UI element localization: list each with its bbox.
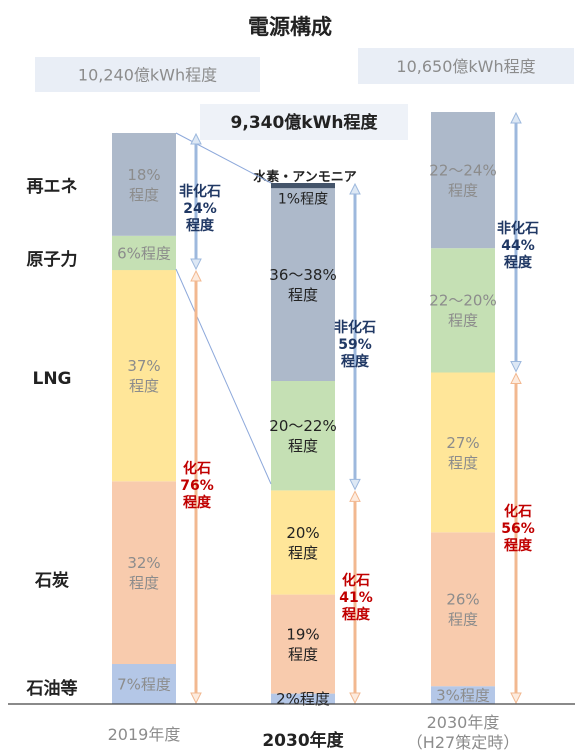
category-label: （H27策定時）	[407, 733, 519, 752]
category-label: 2030年度	[427, 713, 500, 732]
row-label: 原子力	[27, 249, 78, 270]
segment-label: 22～20%	[429, 292, 496, 310]
segment-label: 18%	[127, 166, 160, 184]
bracket-label: 程度	[504, 254, 533, 271]
bar-segment	[112, 270, 176, 482]
bracket-label: 化石	[504, 503, 532, 520]
segment-label: 程度	[288, 437, 318, 455]
bracket-label: 56%	[501, 521, 535, 537]
bracket-label: 程度	[341, 353, 370, 370]
connector-line	[175, 268, 272, 485]
bracket-label: 非化石	[179, 183, 221, 200]
segment-label: 27%	[446, 434, 479, 452]
total-box	[200, 104, 408, 140]
segment-label: 20%	[286, 524, 319, 542]
segment-label: 程度	[129, 377, 159, 395]
bracket-label: 非化石	[334, 319, 376, 336]
bracket-label: 59%	[338, 337, 372, 353]
bar-segment	[271, 188, 335, 381]
total-box	[358, 48, 574, 84]
segment-label: 程度	[288, 645, 318, 663]
bracket-label: 76%	[180, 478, 214, 494]
bar-segment	[112, 235, 176, 271]
segment-label: 程度	[288, 544, 318, 562]
hydrogen-annotation: 水素・アンモニア	[253, 169, 356, 185]
segment-label: 程度	[129, 574, 159, 592]
segment-label: 程度	[129, 186, 159, 204]
bar-segment	[271, 183, 335, 189]
bar-segment	[431, 112, 495, 249]
row-label: LNG	[32, 369, 71, 389]
segment-label: 1%程度	[278, 191, 328, 207]
segment-label: 19%	[286, 625, 319, 643]
bar-segment	[431, 686, 495, 704]
row-label: 再エネ	[27, 177, 78, 197]
segment-label: 20～22%	[269, 417, 336, 435]
segment-label: 程度	[448, 181, 478, 199]
row-label: 石油等	[26, 678, 78, 699]
total-box	[35, 57, 260, 92]
segment-label: 22～24%	[429, 161, 496, 179]
category-label: 2019年度	[108, 725, 181, 744]
segment-label: 36～38%	[269, 266, 336, 284]
bar-segment	[112, 664, 176, 704]
bar-segment	[271, 693, 335, 704]
segment-label: 程度	[448, 611, 478, 629]
bracket-label: 化石	[183, 460, 211, 477]
bracket-label: 程度	[183, 494, 212, 511]
bracket-label: 非化石	[497, 220, 539, 237]
segment-label: 2%程度	[276, 690, 330, 708]
bracket-label: 化石	[342, 572, 370, 589]
segment-label: 32%	[127, 554, 160, 572]
total-value: 10,650億kWh程度	[396, 57, 535, 76]
bracket-label: 44%	[501, 238, 535, 254]
bar-segment	[271, 381, 335, 491]
bracket-label: 程度	[186, 217, 215, 234]
bracket-label: 程度	[504, 537, 533, 554]
segment-label: 7%程度	[117, 675, 171, 693]
segment-label: 程度	[448, 312, 478, 330]
bar-segment	[431, 532, 495, 687]
bar-segment	[112, 481, 176, 664]
total-value: 10,240億kWh程度	[78, 66, 217, 85]
bar-segment	[431, 372, 495, 533]
bar-segment	[112, 133, 176, 236]
connector-line	[175, 132, 272, 184]
bracket-label: 41%	[339, 590, 373, 606]
total-value: 9,340億kWh程度	[231, 112, 379, 133]
row-label: 石炭	[34, 570, 69, 591]
segment-label: 3%程度	[436, 687, 490, 705]
bar-segment	[271, 490, 335, 595]
segment-label: 程度	[288, 286, 318, 304]
bracket-label: 24%	[183, 201, 217, 217]
segment-label: 6%程度	[117, 244, 171, 262]
bracket-label: 程度	[342, 606, 371, 623]
segment-label: 37%	[127, 357, 160, 375]
category-label: 2030年度	[262, 730, 344, 751]
segment-label: 程度	[448, 454, 478, 472]
chart-title: 電源構成	[248, 15, 332, 39]
bar-segment	[431, 248, 495, 373]
bar-segment	[271, 594, 335, 694]
segment-label: 26%	[446, 591, 479, 609]
